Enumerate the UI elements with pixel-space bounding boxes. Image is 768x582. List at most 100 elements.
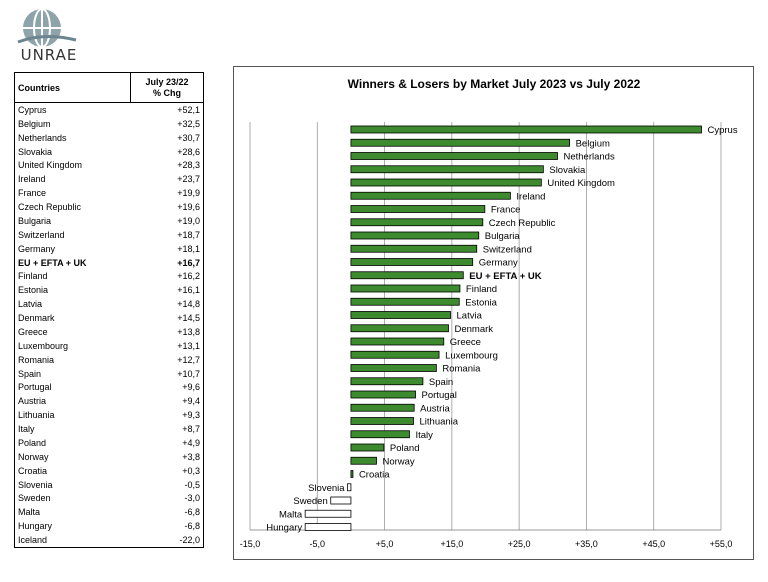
bar xyxy=(350,443,385,452)
bar xyxy=(350,191,511,200)
bar-label: Belgium xyxy=(576,138,610,149)
table-row: Hungary -6,8 xyxy=(15,519,203,533)
country-name: Estonia xyxy=(18,285,49,296)
bar-label: Italy xyxy=(415,430,433,441)
unrae-logo xyxy=(14,6,84,66)
change-value: +14,5 xyxy=(177,313,200,324)
country-name: France xyxy=(18,188,47,199)
change-value: +28,6 xyxy=(177,146,200,157)
change-value: +4,9 xyxy=(182,437,200,448)
table-row: Sweden -3,0 xyxy=(15,492,203,506)
change-value: -22,0 xyxy=(179,535,200,546)
table-row: Estonia +16,1 xyxy=(15,283,203,297)
country-name: Finland xyxy=(18,271,48,282)
change-value: +19,6 xyxy=(177,202,200,213)
country-name: EU + EFTA + UK xyxy=(18,257,87,268)
country-name: Slovenia xyxy=(18,479,53,490)
table-row: Czech Republic +19,6 xyxy=(15,200,203,214)
bar-label: United Kingdom xyxy=(547,178,615,189)
bar xyxy=(350,350,440,359)
bar-label: Romania xyxy=(442,364,481,375)
table-row: Italy +8,7 xyxy=(15,422,203,436)
table-row: Switzerland +18,7 xyxy=(15,228,203,242)
change-value: +9,3 xyxy=(182,410,200,421)
table-body: Cyprus +52,1 Belgium +32,5 Netherlands +30,7 S… xyxy=(15,103,203,547)
country-name: Norway xyxy=(18,451,49,462)
table-row: Poland +4,9 xyxy=(15,436,203,450)
bar-label: Latvia xyxy=(457,311,483,322)
table-row: Latvia +14,8 xyxy=(15,297,203,311)
bar-label: Switzerland xyxy=(483,244,532,255)
bar-label: Cyprus xyxy=(707,125,737,136)
header-change-line1: July 23/22 xyxy=(145,76,189,87)
x-tick-label: +15,0 xyxy=(440,539,463,549)
bar xyxy=(350,337,445,346)
header-change: July 23/22 % Chg xyxy=(131,73,203,102)
change-value: +12,7 xyxy=(177,354,200,365)
bar-label: Slovenia xyxy=(308,483,345,494)
bar-label: Poland xyxy=(390,443,420,454)
change-value: +18,7 xyxy=(177,229,200,240)
bar-label: Portugal xyxy=(422,390,457,401)
country-name: Lithuania xyxy=(18,410,55,421)
bar xyxy=(350,138,571,147)
table-row: Denmark +14,5 xyxy=(15,311,203,325)
chart-title: Winners & Losers by Market July 2023 vs … xyxy=(348,77,641,91)
table-header: Countries July 23/22 % Chg xyxy=(15,73,203,103)
x-tick-label: -15,0 xyxy=(240,539,261,549)
bar-label: Netherlands xyxy=(563,152,614,163)
country-name: Poland xyxy=(18,437,47,448)
bar-label: Denmark xyxy=(454,324,493,335)
x-tick-label: -5,0 xyxy=(310,539,326,549)
country-name: Malta xyxy=(18,507,41,518)
bar-label: EU + EFTA + UK xyxy=(469,271,541,282)
table-row: Cyprus +52,1 xyxy=(15,103,203,117)
table-row: Portugal +9,6 xyxy=(15,381,203,395)
change-value: +32,5 xyxy=(177,118,200,129)
bar-label: Sweden xyxy=(293,496,327,507)
table-row: United Kingdom +28,3 xyxy=(15,159,203,173)
country-name: Czech Republic xyxy=(18,202,82,213)
change-value: +16,7 xyxy=(177,257,200,268)
change-value: +18,1 xyxy=(177,243,200,254)
country-name: Portugal xyxy=(18,382,52,393)
countries-table: Countries July 23/22 % Chg Cyprus +52,1 Be… xyxy=(14,72,204,548)
change-value: +13,8 xyxy=(177,326,200,337)
table-row: Finland +16,2 xyxy=(15,270,203,284)
bar xyxy=(350,364,437,372)
bar xyxy=(350,311,451,319)
change-value: +28,3 xyxy=(177,160,200,171)
country-name: Hungary xyxy=(18,521,53,532)
country-name: Iceland xyxy=(18,535,48,546)
table-row: Slovenia -0,5 xyxy=(15,478,203,492)
bar-label: Germany xyxy=(479,258,518,269)
bar xyxy=(350,165,544,174)
bar-label: Czech Republic xyxy=(489,218,556,229)
bar xyxy=(350,403,415,412)
bar xyxy=(350,417,414,425)
table-row: Austria +9,4 xyxy=(15,394,203,408)
table-row: Belgium +32,5 xyxy=(15,117,203,131)
header-countries: Countries xyxy=(15,73,131,102)
country-name: Luxembourg xyxy=(18,340,69,351)
table-row: Malta -6,8 xyxy=(15,505,203,519)
table-row: Netherlands +30,7 xyxy=(15,131,203,145)
country-name: Germany xyxy=(18,243,56,254)
bar xyxy=(350,430,410,439)
country-name: United Kingdom xyxy=(18,160,83,171)
change-value: +30,7 xyxy=(177,132,200,143)
change-value: +52,1 xyxy=(177,104,200,115)
bar-label: Austria xyxy=(420,403,450,414)
country-name: Romania xyxy=(18,354,55,365)
bar-label: Luxembourg xyxy=(445,350,498,361)
bar xyxy=(350,390,416,399)
country-name: Italy xyxy=(18,424,35,435)
bar xyxy=(350,231,480,240)
bar-label: Norway xyxy=(382,456,414,467)
table-row: Greece +13,8 xyxy=(15,325,203,339)
header-change-line2: % Chg xyxy=(153,87,181,98)
bar xyxy=(304,509,352,518)
x-tick-label: +55,0 xyxy=(710,539,733,549)
country-name: Croatia xyxy=(18,465,48,476)
country-name: Netherlands xyxy=(18,132,67,143)
